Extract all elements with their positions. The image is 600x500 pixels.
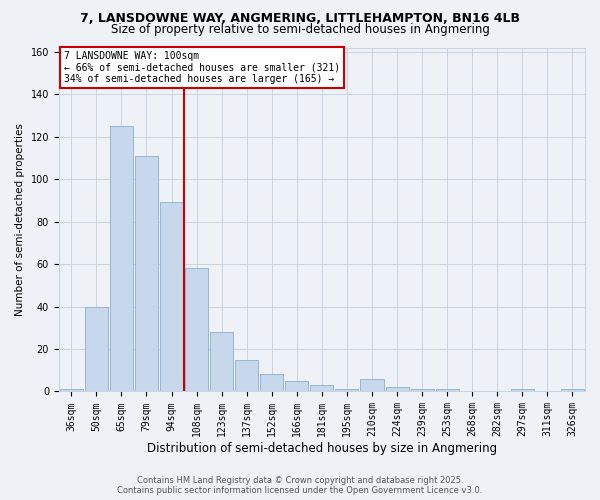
Bar — [60, 390, 83, 392]
Bar — [386, 387, 409, 392]
Bar — [511, 390, 534, 392]
Bar — [110, 126, 133, 392]
Bar — [210, 332, 233, 392]
Text: Size of property relative to semi-detached houses in Angmering: Size of property relative to semi-detach… — [110, 22, 490, 36]
Bar — [436, 390, 459, 392]
Bar — [160, 202, 183, 392]
Text: 7, LANSDOWNE WAY, ANGMERING, LITTLEHAMPTON, BN16 4LB: 7, LANSDOWNE WAY, ANGMERING, LITTLEHAMPT… — [80, 12, 520, 26]
Bar — [410, 390, 434, 392]
Y-axis label: Number of semi-detached properties: Number of semi-detached properties — [15, 123, 25, 316]
Bar — [85, 306, 108, 392]
Bar — [361, 378, 383, 392]
Bar — [235, 360, 258, 392]
Bar — [185, 268, 208, 392]
Text: 7 LANSDOWNE WAY: 100sqm
← 66% of semi-detached houses are smaller (321)
34% of s: 7 LANSDOWNE WAY: 100sqm ← 66% of semi-de… — [64, 51, 340, 84]
Bar — [310, 385, 334, 392]
Bar — [335, 390, 358, 392]
Bar — [260, 374, 283, 392]
X-axis label: Distribution of semi-detached houses by size in Angmering: Distribution of semi-detached houses by … — [147, 442, 497, 455]
Bar — [135, 156, 158, 392]
Bar — [286, 381, 308, 392]
Bar — [561, 390, 584, 392]
Text: Contains HM Land Registry data © Crown copyright and database right 2025.
Contai: Contains HM Land Registry data © Crown c… — [118, 476, 482, 495]
